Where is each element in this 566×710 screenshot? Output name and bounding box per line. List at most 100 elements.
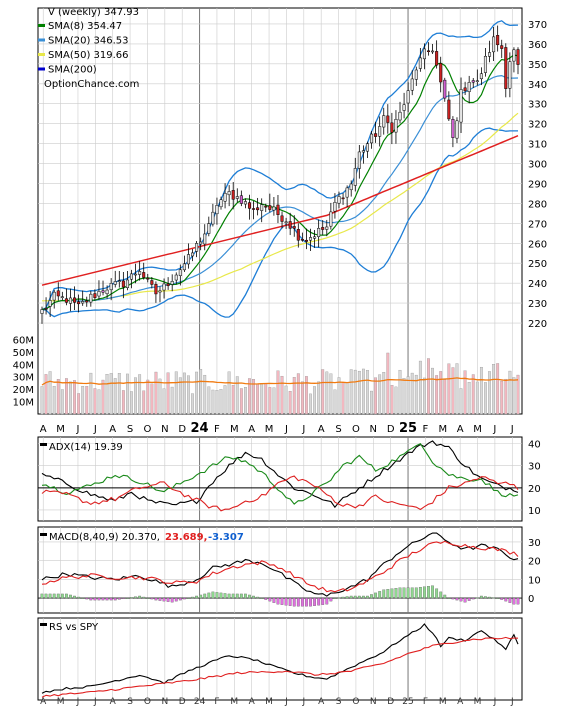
price-tick-label: 330	[528, 100, 547, 111]
volume-bar	[292, 377, 296, 415]
macd-histogram-value: -3.307	[208, 532, 244, 543]
candle-body	[426, 50, 431, 52]
volume-bar	[386, 352, 390, 415]
candle-body	[264, 205, 268, 208]
legend-swatch	[40, 443, 47, 446]
x-month-label: D	[178, 424, 186, 435]
candle	[207, 216, 211, 237]
volume-bar	[191, 393, 194, 415]
candle	[422, 43, 426, 70]
volume-bar	[154, 371, 158, 415]
candle	[162, 278, 166, 299]
volume-bar	[313, 386, 316, 415]
x-month-label-bottom: M	[265, 697, 273, 706]
candle	[337, 191, 341, 209]
candle-body	[443, 79, 447, 99]
x-month-label: A	[109, 424, 116, 435]
volume-bar	[142, 390, 146, 415]
candle-body	[439, 63, 443, 83]
volume-bar	[288, 391, 292, 415]
macd-histogram-bar	[305, 597, 308, 607]
candle	[134, 263, 138, 284]
x-month-label: F	[214, 424, 220, 435]
x-month-label: F	[423, 424, 429, 435]
x-month-label-bottom: O	[352, 697, 359, 706]
volume-tick-label: 30M	[13, 373, 34, 384]
candle	[97, 280, 101, 300]
candle-body	[203, 233, 207, 245]
macd-histogram-bar	[496, 597, 500, 599]
volume-bar	[130, 391, 133, 415]
chart-title: V (weekly) 347.93	[48, 7, 139, 18]
macd-histogram-bar	[378, 591, 382, 599]
candle	[321, 220, 325, 236]
bollinger-upper-line	[41, 20, 519, 311]
volume-bar	[126, 373, 129, 415]
candle-body	[166, 283, 170, 287]
candle	[325, 219, 329, 237]
candle	[105, 285, 109, 299]
candle	[394, 110, 398, 144]
macd-histogram-bar	[398, 587, 402, 599]
legend-swatch	[38, 67, 45, 71]
volume-bar	[361, 368, 365, 415]
volume-bar	[113, 378, 117, 415]
volume-bar	[280, 375, 284, 415]
candle-body	[81, 301, 85, 304]
x-month-label-bottom: A	[249, 697, 256, 706]
macd-histogram-bar	[252, 595, 255, 599]
candle	[345, 185, 349, 208]
volume-bar	[431, 367, 434, 415]
candle-body	[40, 309, 44, 314]
candle	[64, 288, 68, 306]
series-line-1-1	[41, 442, 519, 505]
candle-body	[361, 150, 365, 153]
candle	[296, 223, 300, 248]
macd-histogram-bar	[329, 597, 333, 602]
price-tick-label: 360	[528, 40, 547, 51]
candle-body	[508, 61, 512, 89]
price-tick-label: 320	[528, 120, 547, 131]
volume-bar	[394, 386, 398, 415]
candle	[304, 228, 308, 250]
candle	[231, 181, 235, 210]
candle-body	[191, 252, 195, 257]
macd-histogram-bar	[431, 585, 434, 599]
candle-body	[463, 87, 467, 92]
candle	[227, 185, 231, 207]
macd-histogram-bar	[488, 596, 491, 599]
panel-frame-3	[37, 617, 523, 701]
macd-histogram-bar	[337, 597, 341, 599]
macd-histogram-bar	[256, 596, 260, 599]
indicator-tick-label: 30	[528, 462, 541, 473]
candle-body	[154, 284, 158, 295]
macd-histogram-bar	[248, 594, 251, 599]
macd-signal-value: 23.689,	[165, 532, 207, 543]
volume-bar	[325, 371, 329, 415]
macd-histogram-bar	[187, 597, 190, 599]
volume-bar	[500, 380, 504, 415]
volume-bar	[309, 393, 312, 415]
candle-body	[402, 104, 406, 111]
candle	[317, 219, 321, 248]
legend-label: SMA(200)	[48, 65, 97, 76]
volume-bar	[451, 367, 455, 415]
candle	[500, 39, 504, 58]
volume-bar	[479, 366, 483, 415]
candle	[479, 67, 483, 86]
volume-bar	[44, 374, 48, 415]
candle-body	[357, 151, 361, 169]
candle	[247, 194, 251, 220]
volume-tick-label: 60M	[13, 335, 34, 346]
x-month-label-bottom: D	[387, 697, 394, 706]
candle-body	[239, 195, 243, 204]
candle-body	[479, 73, 483, 80]
candle	[426, 42, 431, 56]
macd-histogram-bar	[60, 593, 64, 599]
volume-bar	[382, 372, 386, 415]
series-line-3-1	[41, 636, 519, 698]
candle-body	[483, 55, 487, 73]
candle	[77, 294, 81, 313]
candle	[150, 276, 154, 289]
volume-bar	[178, 377, 182, 415]
